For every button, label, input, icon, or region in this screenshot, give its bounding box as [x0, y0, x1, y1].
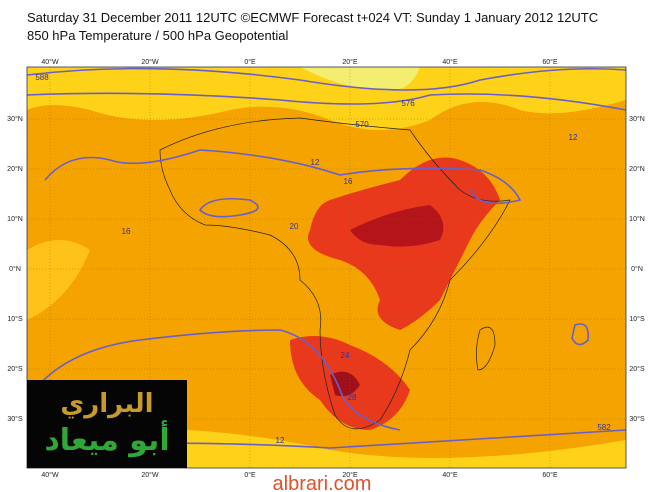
contour	[26, 329, 401, 431]
contour	[26, 67, 627, 91]
very-hot-zone	[350, 205, 444, 247]
longitude-label: 20°W	[141, 58, 159, 66]
contour	[44, 149, 522, 205]
map-axes: 40°W 40°W 20°W 20°W 0°E 0°E 20°E 20°E 40°E 40°E 60…	[7, 58, 645, 479]
logo-text: أبو ميعاد	[44, 420, 169, 458]
longitude-label: 60°E	[542, 471, 558, 479]
latitude-label: 20°S	[629, 365, 645, 373]
contour-label: 576	[401, 99, 415, 108]
map-frame	[26, 66, 627, 469]
latitude-label: 30°S	[7, 415, 23, 423]
warm-zone	[27, 240, 90, 320]
site-name: albrari.com	[273, 473, 372, 492]
header-line: 850 hPa Temperature / 500 hPa Geopotenti…	[27, 28, 289, 43]
cool-zone	[300, 67, 420, 91]
contour-label: 28	[348, 393, 357, 402]
longitude-label: 20°W	[141, 471, 159, 479]
contour-label: 16	[122, 227, 131, 236]
longitude-label: 40°W	[41, 58, 59, 66]
logo-background	[27, 380, 187, 468]
latitude-label: 0°N	[9, 265, 21, 273]
latitude-label: 20°S	[7, 365, 23, 373]
longitude-label: 0°E	[244, 58, 256, 66]
latitude-label: 20°N	[7, 165, 23, 173]
longitude-label: 40°E	[442, 58, 458, 66]
logo-text: البراري	[60, 389, 153, 419]
latitude-label: 30°S	[629, 415, 645, 423]
latitude-label: 10°S	[629, 315, 645, 323]
coastline	[476, 326, 496, 371]
contour-label: 12	[569, 133, 578, 142]
longitude-label: 40°W	[41, 471, 59, 479]
latitude-label: 0°N	[631, 265, 643, 273]
warm-zone	[27, 67, 626, 130]
latitude-label: 10°N	[7, 215, 23, 223]
latitude-label: 30°N	[7, 115, 23, 123]
longitude-label: 0°E	[244, 471, 256, 479]
latitude-label: 30°N	[629, 115, 645, 123]
contour-label: 12	[311, 158, 320, 167]
longitude-label: 20°E	[342, 471, 358, 479]
logo: البراري أبو ميعاد	[27, 380, 187, 468]
header-line: Saturday 31 December 2011 12UTC ©ECMWF F…	[27, 10, 598, 25]
longitude-label: 20°E	[342, 58, 358, 66]
contour-label: 588	[35, 73, 49, 82]
longitude-label: 60°E	[542, 58, 558, 66]
latitude-label: 10°N	[629, 215, 645, 223]
latitude-label: 20°N	[629, 165, 645, 173]
contour-label: 16	[344, 177, 353, 186]
contour-label: 12	[276, 436, 285, 445]
contour-label: 570	[355, 120, 369, 129]
very-hot-zone	[330, 371, 360, 397]
contour	[571, 323, 590, 346]
graticule	[27, 67, 626, 468]
contour-label: 20	[290, 222, 299, 231]
longitude-label: 40°E	[442, 471, 458, 479]
coastline	[159, 117, 511, 430]
contour	[26, 92, 627, 111]
contour-label: 582	[597, 423, 611, 432]
contour-label: 24	[341, 351, 350, 360]
contour	[198, 197, 259, 218]
latitude-label: 10°S	[7, 315, 23, 323]
